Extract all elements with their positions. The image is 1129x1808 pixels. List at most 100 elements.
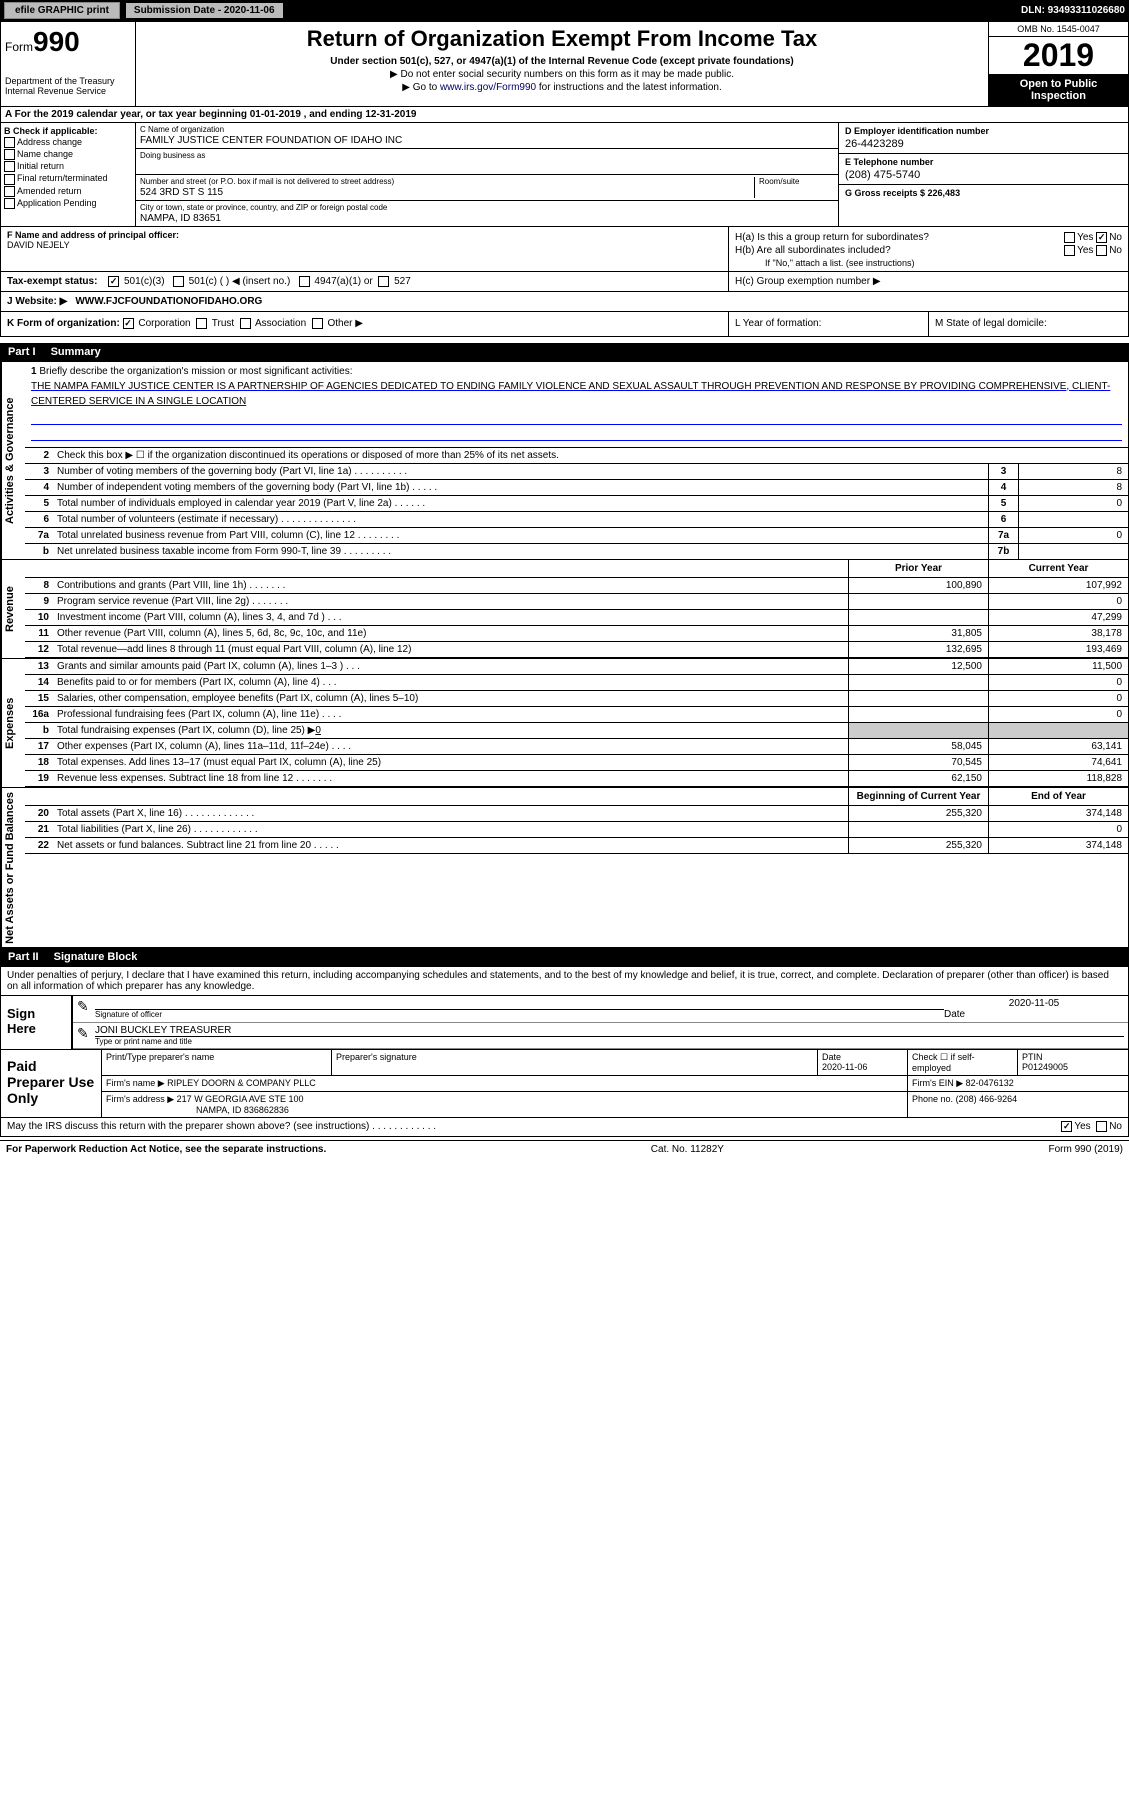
col-d-e-g: D Employer identification number 26-4423… bbox=[838, 123, 1128, 226]
l11: Other revenue (Part VIII, column (A), li… bbox=[53, 626, 848, 641]
efile-print-button[interactable]: efile GRAPHIC print bbox=[4, 2, 120, 19]
l21: Total liabilities (Part X, line 26) . . … bbox=[53, 822, 848, 837]
cb-501c[interactable] bbox=[173, 276, 184, 287]
discuss-label: May the IRS discuss this return with the… bbox=[7, 1121, 1061, 1132]
l16b: Total fundraising expenses (Part IX, col… bbox=[57, 725, 315, 736]
m-state-domicile: M State of legal domicile: bbox=[928, 312, 1128, 335]
l20-cy: 374,148 bbox=[988, 806, 1128, 821]
cb-final-return[interactable]: Final return/terminated bbox=[4, 173, 132, 184]
k-trust: Trust bbox=[212, 319, 234, 330]
footer-mid: Cat. No. 11282Y bbox=[651, 1144, 724, 1155]
firm-addr2: NAMPA, ID 836862836 bbox=[196, 1105, 289, 1115]
bcy-hdr: Beginning of Current Year bbox=[848, 788, 988, 805]
website-url[interactable]: WWW.FJCFOUNDATIONOFIDAHO.ORG bbox=[75, 296, 262, 307]
sig-intro: Under penalties of perjury, I declare th… bbox=[1, 967, 1128, 995]
goto-post: for instructions and the latest informat… bbox=[536, 82, 722, 93]
side-rev: Revenue bbox=[1, 560, 25, 658]
phone: (208) 475-5740 bbox=[845, 169, 1122, 181]
cb-corporation[interactable] bbox=[123, 318, 134, 329]
phone-label: E Telephone number bbox=[845, 157, 1122, 167]
firm-name-label: Firm's name ▶ bbox=[106, 1078, 165, 1088]
gross-receipts: G Gross receipts $ 226,483 bbox=[845, 188, 1122, 198]
dln: DLN: 93493311026680 bbox=[1021, 5, 1125, 16]
line1-mission: 1 Briefly describe the organization's mi… bbox=[25, 362, 1128, 448]
officer-name-title: JONI BUCKLEY TREASURER bbox=[95, 1025, 1124, 1036]
l2: Check this box ▶ ☐ if the organization d… bbox=[53, 448, 1128, 463]
discuss-yes[interactable] bbox=[1061, 1121, 1072, 1132]
l3-val: 8 bbox=[1018, 464, 1128, 479]
form-990: 990 bbox=[33, 26, 80, 57]
subtitle-1: Under section 501(c), 527, or 4947(a)(1)… bbox=[144, 56, 980, 67]
l8-py: 100,890 bbox=[848, 578, 988, 593]
row-a-period: A For the 2019 calendar year, or tax yea… bbox=[0, 107, 1129, 123]
cb-other[interactable] bbox=[312, 318, 323, 329]
city-label: City or town, state or province, country… bbox=[140, 203, 834, 212]
l19-cy: 118,828 bbox=[988, 771, 1128, 786]
pen-icon: ✎ bbox=[77, 998, 95, 1020]
l22-py: 255,320 bbox=[848, 838, 988, 853]
officer-label: F Name and address of principal officer: bbox=[7, 230, 722, 240]
l18-cy: 74,641 bbox=[988, 755, 1128, 770]
l21-cy: 0 bbox=[988, 822, 1128, 837]
l18-py: 70,545 bbox=[848, 755, 988, 770]
col-b-checkboxes: B Check if applicable: Address change Na… bbox=[1, 123, 136, 226]
open-public: Open to Public Inspection bbox=[989, 74, 1128, 106]
l17: Other expenses (Part IX, column (A), lin… bbox=[53, 739, 848, 754]
cb-address-change[interactable]: Address change bbox=[4, 137, 132, 148]
l7b: Net unrelated business taxable income fr… bbox=[53, 544, 988, 559]
cb-527[interactable] bbox=[378, 276, 389, 287]
cb-4947[interactable] bbox=[299, 276, 310, 287]
cb-assoc[interactable] bbox=[240, 318, 251, 329]
header-title: Return of Organization Exempt From Incom… bbox=[136, 22, 988, 106]
form990-link[interactable]: www.irs.gov/Form990 bbox=[440, 82, 536, 93]
cb-amended[interactable]: Amended return bbox=[4, 186, 132, 197]
self-employed-check[interactable]: Check ☐ if self-employed bbox=[908, 1050, 1018, 1075]
cb-app-pending[interactable]: Application Pending bbox=[4, 198, 132, 209]
l7a: Total unrelated business revenue from Pa… bbox=[53, 528, 988, 543]
firm-addr1: 217 W GEORGIA AVE STE 100 bbox=[177, 1094, 304, 1104]
dept: Department of the Treasury bbox=[5, 76, 131, 86]
discuss-no[interactable] bbox=[1096, 1121, 1107, 1132]
part2-title: Signature Block bbox=[54, 951, 138, 963]
hb-yes[interactable]: Yes bbox=[1077, 245, 1093, 256]
part2-num: Part II bbox=[8, 951, 39, 963]
org-name: FAMILY JUSTICE CENTER FOUNDATION OF IDAH… bbox=[140, 135, 834, 146]
ha-no[interactable]: No bbox=[1109, 232, 1122, 243]
ha-yes[interactable]: Yes bbox=[1077, 232, 1093, 243]
l16a-cy: 0 bbox=[988, 707, 1128, 722]
section-b-through-g: B Check if applicable: Address change Na… bbox=[0, 123, 1129, 227]
l9: Program service revenue (Part VIII, line… bbox=[53, 594, 848, 609]
signature-block: Under penalties of perjury, I declare th… bbox=[0, 966, 1129, 1136]
cb-501c3[interactable] bbox=[108, 276, 119, 287]
part1-netassets: Net Assets or Fund Balances Beginning of… bbox=[0, 788, 1129, 949]
501c3: 501(c)(3) bbox=[124, 276, 165, 287]
l5-val: 0 bbox=[1018, 496, 1128, 511]
part1-num: Part I bbox=[8, 346, 36, 358]
l9-cy: 0 bbox=[988, 594, 1128, 609]
submission-date: Submission Date - 2020-11-06 bbox=[126, 3, 283, 18]
501c: 501(c) ( ) ◀ (insert no.) bbox=[189, 276, 291, 287]
l16b-val: 0 bbox=[315, 725, 321, 736]
l12-cy: 193,469 bbox=[988, 642, 1128, 657]
cb-initial-return[interactable]: Initial return bbox=[4, 161, 132, 172]
sig-officer-label: Signature of officer bbox=[95, 1009, 944, 1019]
hb-no[interactable]: No bbox=[1109, 245, 1122, 256]
section-i: Tax-exempt status: 501(c)(3) 501(c) ( ) … bbox=[0, 272, 1129, 292]
room-label: Room/suite bbox=[759, 177, 834, 186]
form-label: Form bbox=[5, 40, 33, 54]
dept-treasury: Department of the Treasury Internal Reve… bbox=[5, 76, 131, 96]
firm-ein: 82-0476132 bbox=[966, 1078, 1014, 1088]
no: No bbox=[1109, 1122, 1122, 1133]
part1-expenses: Expenses 13Grants and similar amounts pa… bbox=[0, 659, 1129, 788]
l14-py bbox=[848, 675, 988, 690]
row-j-website: J Website: ▶ WWW.FJCFOUNDATIONOFIDAHO.OR… bbox=[0, 292, 1129, 312]
l12-py: 132,695 bbox=[848, 642, 988, 657]
ptin: P01249005 bbox=[1022, 1062, 1068, 1072]
k-other: Other ▶ bbox=[327, 319, 362, 330]
l13-py: 12,500 bbox=[848, 659, 988, 674]
cb-name-change[interactable]: Name change bbox=[4, 149, 132, 160]
sign-here-label: Sign Here bbox=[1, 996, 71, 1049]
l21-py bbox=[848, 822, 988, 837]
cb-trust[interactable] bbox=[196, 318, 207, 329]
sig-date: 2020-11-05 bbox=[944, 998, 1124, 1009]
